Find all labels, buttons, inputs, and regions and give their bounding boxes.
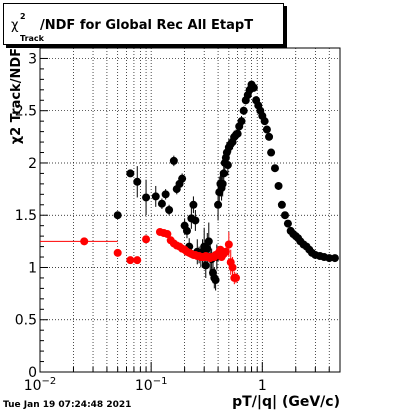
x-axis-title: pT/|q| (GeV/c)	[232, 394, 340, 410]
y-tick-label: 2	[28, 156, 37, 172]
data-point	[221, 247, 230, 256]
grid-layer	[40, 48, 341, 372]
data-point	[126, 169, 135, 178]
data-point	[223, 161, 232, 170]
data-point	[267, 148, 276, 157]
data-point	[224, 240, 233, 249]
data-point	[142, 193, 151, 202]
data-point	[165, 206, 174, 214]
y-tick-label: 0.5	[15, 313, 37, 329]
y-axis-title: χ2 Track/NDF	[9, 48, 24, 144]
axis-layer	[39, 47, 341, 373]
title-main-text: /NDF for Global Rec All EtapT	[40, 18, 254, 33]
data-point	[151, 192, 160, 201]
data-point	[182, 226, 191, 235]
data-point	[189, 200, 198, 209]
data-point	[157, 199, 166, 208]
title-chi: χ	[11, 18, 19, 33]
data-point	[280, 211, 289, 220]
data-point	[218, 179, 227, 188]
title-box: χ 2 Track /NDF for Global Rec All EtapT	[3, 3, 284, 45]
data-point	[262, 125, 271, 134]
timestamp: Tue Jan 19 07:24:48 2021	[3, 400, 132, 410]
data-point	[239, 106, 248, 115]
data-point	[80, 237, 89, 246]
x-tick-label: 10−2	[24, 376, 57, 394]
data-point	[142, 235, 151, 244]
data-point	[201, 261, 210, 270]
data-point	[133, 256, 142, 265]
data-point	[249, 83, 258, 92]
plot-frame	[39, 47, 341, 373]
data-point	[178, 174, 187, 183]
data-point	[260, 117, 269, 126]
data-point	[126, 256, 135, 265]
title-subscript: Track	[20, 34, 44, 43]
data-point	[133, 177, 142, 186]
data-point	[113, 211, 122, 220]
data-point	[330, 254, 339, 263]
data-layer	[40, 80, 339, 291]
data-point	[325, 254, 334, 263]
y-tick-label: 1	[28, 260, 37, 276]
data-point	[283, 219, 292, 228]
y-tick-label: 0	[28, 365, 37, 381]
data-point	[211, 276, 220, 285]
title-superscript: 2	[20, 12, 26, 21]
data-point	[233, 129, 242, 138]
data-point	[237, 117, 246, 126]
y-tick-label: 2.5	[15, 104, 37, 120]
data-point	[161, 190, 170, 199]
data-point	[203, 244, 212, 253]
y-tick-label: 3	[28, 51, 37, 67]
data-point	[214, 200, 223, 209]
data-point	[204, 237, 213, 246]
x-tick-label: 1	[258, 378, 267, 394]
data-point	[113, 248, 122, 257]
data-point	[265, 132, 274, 141]
data-point	[232, 273, 241, 282]
data-point	[191, 216, 200, 225]
x-tick-label: 10−1	[135, 376, 168, 394]
data-point	[219, 169, 228, 178]
data-point	[274, 181, 283, 190]
data-point	[163, 230, 172, 239]
data-point	[277, 200, 286, 209]
y-tick-label: 1.5	[15, 208, 37, 224]
data-point	[169, 156, 178, 165]
data-point	[270, 164, 279, 173]
data-point	[228, 263, 237, 272]
